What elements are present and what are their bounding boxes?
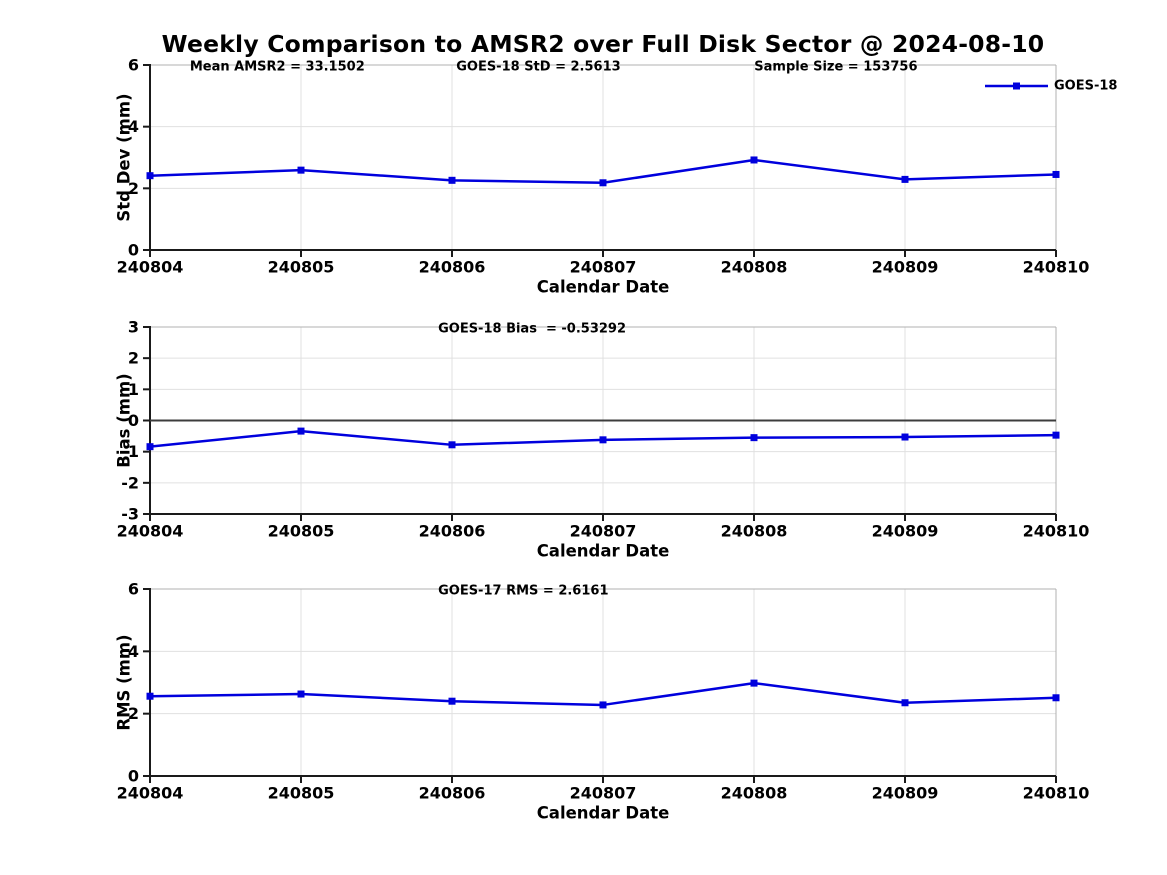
y-tick-label: -1 bbox=[121, 442, 139, 461]
data-point-marker bbox=[297, 166, 305, 174]
panel-annotation: GOES-18 StD = 2.5613 bbox=[456, 60, 620, 75]
y-tick-label: -2 bbox=[121, 473, 139, 492]
std-dev-subplot: 0 2 4 6 240804 240805 240806 240807 240808 240809… bbox=[115, 56, 1118, 297]
y-tick-label: 2 bbox=[128, 704, 139, 723]
y-tick-label: 2 bbox=[128, 179, 139, 198]
panel-annotation: Sample Size = 153756 bbox=[754, 60, 917, 75]
x-tick-label: 240804 bbox=[117, 258, 184, 277]
data-point-marker bbox=[297, 427, 305, 435]
y-tick-label: 2 bbox=[128, 349, 139, 368]
data-point-marker bbox=[1052, 694, 1060, 702]
y-tick-label: 1 bbox=[128, 380, 139, 399]
x-tick-label: 240804 bbox=[117, 784, 184, 803]
x-tick-label: 240806 bbox=[419, 522, 486, 541]
x-tick-label: 240810 bbox=[1023, 258, 1090, 277]
data-point-marker bbox=[750, 434, 758, 442]
data-point-marker bbox=[1052, 431, 1060, 439]
x-tick-label: 240804 bbox=[117, 522, 184, 541]
panel-annotation: GOES-18 Bias = -0.53292 bbox=[438, 322, 626, 337]
data-point-marker bbox=[599, 179, 607, 187]
data-point-marker bbox=[599, 701, 607, 709]
panel-annotation: GOES-17 RMS = 2.6161 bbox=[438, 584, 608, 599]
legend-label: GOES-18 bbox=[1054, 79, 1117, 94]
x-tick-label: 240809 bbox=[872, 784, 939, 803]
bias-subplot: -3 -2 -1 0 1 2 3 240804 240805 240806 240807 240808… bbox=[115, 318, 1090, 561]
x-tick-label: 240810 bbox=[1023, 522, 1090, 541]
y-tick-label: -3 bbox=[121, 505, 139, 524]
y-axis-label: Std Dev (mm) bbox=[115, 93, 134, 221]
data-point-marker bbox=[901, 699, 909, 707]
x-tick-label: 240807 bbox=[570, 258, 637, 277]
data-point-marker bbox=[146, 172, 154, 180]
data-point-marker bbox=[448, 697, 456, 705]
y-tick-label: 4 bbox=[128, 117, 139, 136]
data-point-marker bbox=[750, 156, 758, 164]
data-point-marker bbox=[1052, 170, 1060, 178]
y-tick-label: 0 bbox=[128, 241, 139, 260]
y-axis-label: Bias (mm) bbox=[115, 373, 134, 467]
x-tick-label: 240808 bbox=[721, 522, 788, 541]
x-tick-label: 240810 bbox=[1023, 784, 1090, 803]
x-tick-label: 240807 bbox=[570, 522, 637, 541]
x-tick-label: 240806 bbox=[419, 258, 486, 277]
y-tick-label: 3 bbox=[128, 318, 139, 337]
data-point-marker bbox=[146, 692, 154, 700]
y-tick-label: 4 bbox=[128, 642, 139, 661]
x-tick-label: 240805 bbox=[268, 784, 335, 803]
panel-annotation: Mean AMSR2 = 33.1502 bbox=[190, 60, 365, 75]
legend-marker bbox=[1013, 82, 1020, 90]
y-tick-label: 6 bbox=[128, 56, 139, 75]
x-axis-label: Calendar Date bbox=[537, 278, 670, 297]
data-point-marker bbox=[448, 441, 456, 449]
data-point-marker bbox=[901, 175, 909, 183]
y-tick-label: 6 bbox=[128, 580, 139, 599]
x-tick-label: 240807 bbox=[570, 784, 637, 803]
x-tick-label: 240805 bbox=[268, 522, 335, 541]
x-tick-label: 240806 bbox=[419, 784, 486, 803]
x-tick-label: 240809 bbox=[872, 258, 939, 277]
figure-title: Weekly Comparison to AMSR2 over Full Dis… bbox=[161, 30, 1045, 58]
data-point-marker bbox=[146, 443, 154, 451]
y-axis-label: RMS (mm) bbox=[115, 634, 134, 730]
x-axis-label: Calendar Date bbox=[537, 542, 670, 561]
data-point-marker bbox=[297, 690, 305, 698]
data-point-marker bbox=[750, 679, 758, 687]
x-axis-label: Calendar Date bbox=[537, 804, 670, 823]
x-tick-label: 240805 bbox=[268, 258, 335, 277]
x-tick-label: 240809 bbox=[872, 522, 939, 541]
x-tick-label: 240808 bbox=[721, 784, 788, 803]
y-tick-label: 0 bbox=[128, 767, 139, 786]
data-point-marker bbox=[599, 436, 607, 444]
rms-subplot: 0 2 4 6 240804 240805 240806 240807 240808 240809… bbox=[115, 580, 1090, 823]
data-point-marker bbox=[901, 433, 909, 441]
data-point-marker bbox=[448, 176, 456, 184]
y-tick-label: 0 bbox=[128, 411, 139, 430]
x-tick-label: 240808 bbox=[721, 258, 788, 277]
